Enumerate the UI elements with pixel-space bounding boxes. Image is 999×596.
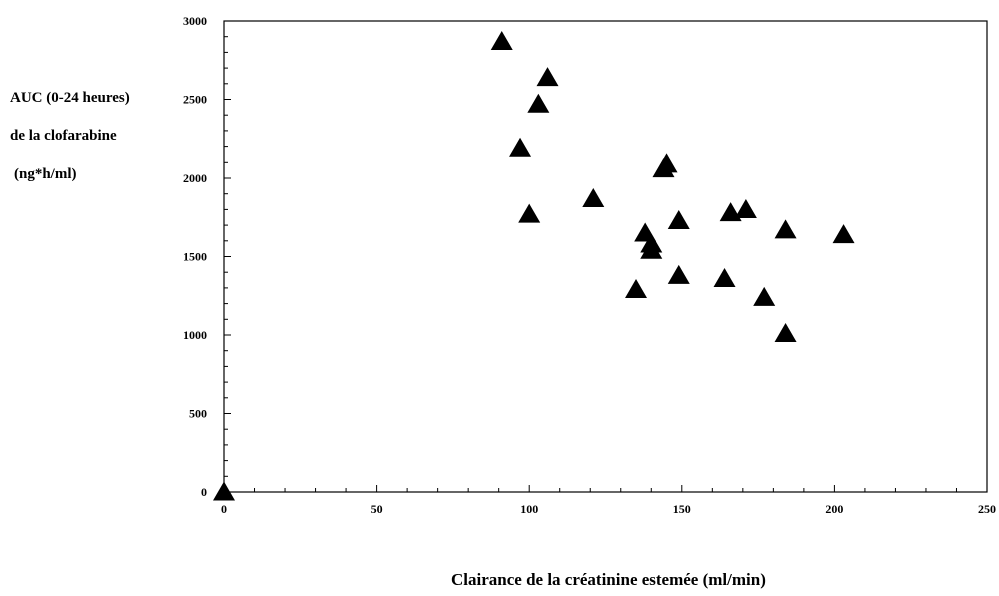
x-axis-label: Clairance de la créatinine estemée (ml/m… xyxy=(451,570,766,589)
data-point-triangle xyxy=(518,203,541,223)
y-tick-label: 2500 xyxy=(183,93,207,107)
data-point-triangle xyxy=(640,239,663,259)
data-point-triangle xyxy=(490,30,513,50)
data-point-triangle xyxy=(713,268,736,288)
data-point-triangle xyxy=(527,93,550,113)
y-tick-label: 0 xyxy=(201,485,207,499)
axis-ticks xyxy=(223,20,988,493)
data-point-triangle xyxy=(536,67,559,87)
data-point-triangle xyxy=(774,322,797,342)
x-tick-label: 50 xyxy=(371,502,383,516)
x-tick-label: 150 xyxy=(673,502,691,516)
data-point-triangle xyxy=(582,187,605,207)
data-points xyxy=(213,30,855,501)
data-point-triangle xyxy=(509,137,532,157)
y-tick-label: 1500 xyxy=(183,250,207,264)
data-point-triangle xyxy=(719,202,742,222)
data-point-triangle xyxy=(652,158,675,178)
y-tick-label: 2000 xyxy=(183,171,207,185)
y-axis-label-line-3: (ng*h/ml) xyxy=(14,166,77,182)
data-point-triangle xyxy=(774,219,797,239)
x-tick-label: 100 xyxy=(520,502,538,516)
x-tick-label: 0 xyxy=(221,502,227,516)
x-tick-label: 200 xyxy=(825,502,843,516)
data-point-triangle xyxy=(734,198,757,218)
y-axis-label-line-2: de la clofarabine xyxy=(10,128,117,144)
y-tick-label: 500 xyxy=(189,407,207,421)
data-point-triangle xyxy=(667,209,690,229)
y-tick-label: 3000 xyxy=(183,14,207,28)
plot-area xyxy=(223,20,988,493)
y-axis-label-line-1: AUC (0-24 heures) xyxy=(10,90,130,106)
data-point-triangle xyxy=(213,481,235,501)
data-point-triangle xyxy=(667,264,690,284)
data-point-triangle xyxy=(832,224,855,244)
data-point-triangle xyxy=(625,279,648,299)
data-point-triangle xyxy=(753,286,776,306)
x-tick-label: 250 xyxy=(978,502,996,516)
y-tick-label: 1000 xyxy=(183,328,207,342)
